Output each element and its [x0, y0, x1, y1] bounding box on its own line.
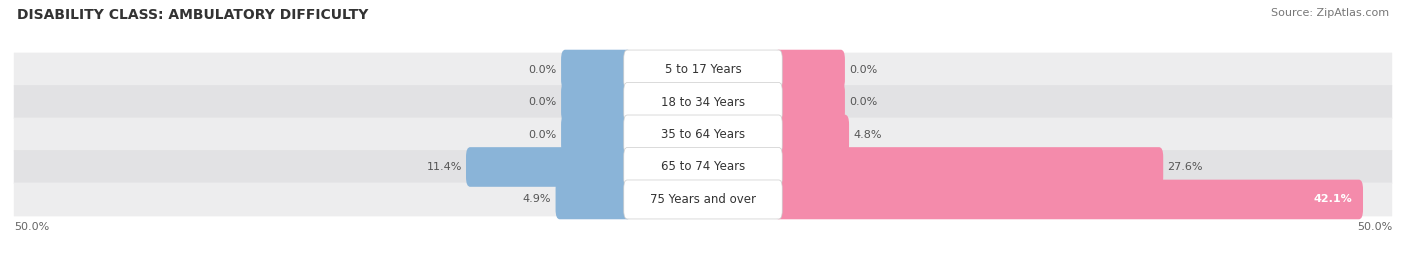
Text: 0.0%: 0.0%	[529, 65, 557, 75]
Text: 0.0%: 0.0%	[849, 65, 877, 75]
Text: 65 to 74 Years: 65 to 74 Years	[661, 161, 745, 174]
FancyBboxPatch shape	[624, 180, 782, 219]
Text: 4.8%: 4.8%	[853, 129, 882, 140]
Text: 11.4%: 11.4%	[426, 162, 461, 172]
Text: 5 to 17 Years: 5 to 17 Years	[665, 63, 741, 76]
FancyBboxPatch shape	[561, 50, 631, 89]
FancyBboxPatch shape	[624, 50, 782, 89]
Text: 75 Years and over: 75 Years and over	[650, 193, 756, 206]
Text: 4.9%: 4.9%	[523, 194, 551, 204]
FancyBboxPatch shape	[561, 82, 631, 122]
FancyBboxPatch shape	[775, 180, 1362, 219]
Text: 0.0%: 0.0%	[849, 97, 877, 107]
FancyBboxPatch shape	[775, 50, 845, 89]
Text: 27.6%: 27.6%	[1167, 162, 1204, 172]
FancyBboxPatch shape	[775, 147, 1163, 187]
Text: 50.0%: 50.0%	[14, 222, 49, 232]
FancyBboxPatch shape	[555, 180, 631, 219]
FancyBboxPatch shape	[624, 83, 782, 122]
Text: 0.0%: 0.0%	[529, 129, 557, 140]
Text: 35 to 64 Years: 35 to 64 Years	[661, 128, 745, 141]
Text: 18 to 34 Years: 18 to 34 Years	[661, 95, 745, 108]
Text: 0.0%: 0.0%	[529, 97, 557, 107]
FancyBboxPatch shape	[14, 85, 1392, 119]
FancyBboxPatch shape	[14, 150, 1392, 184]
Text: 42.1%: 42.1%	[1313, 194, 1353, 204]
FancyBboxPatch shape	[14, 118, 1392, 151]
Text: 50.0%: 50.0%	[1357, 222, 1392, 232]
FancyBboxPatch shape	[624, 115, 782, 154]
FancyBboxPatch shape	[465, 147, 631, 187]
FancyBboxPatch shape	[775, 82, 845, 122]
FancyBboxPatch shape	[561, 115, 631, 154]
FancyBboxPatch shape	[624, 147, 782, 186]
Text: DISABILITY CLASS: AMBULATORY DIFFICULTY: DISABILITY CLASS: AMBULATORY DIFFICULTY	[17, 8, 368, 22]
FancyBboxPatch shape	[14, 53, 1392, 86]
FancyBboxPatch shape	[14, 183, 1392, 216]
Text: Source: ZipAtlas.com: Source: ZipAtlas.com	[1271, 8, 1389, 18]
FancyBboxPatch shape	[775, 115, 849, 154]
